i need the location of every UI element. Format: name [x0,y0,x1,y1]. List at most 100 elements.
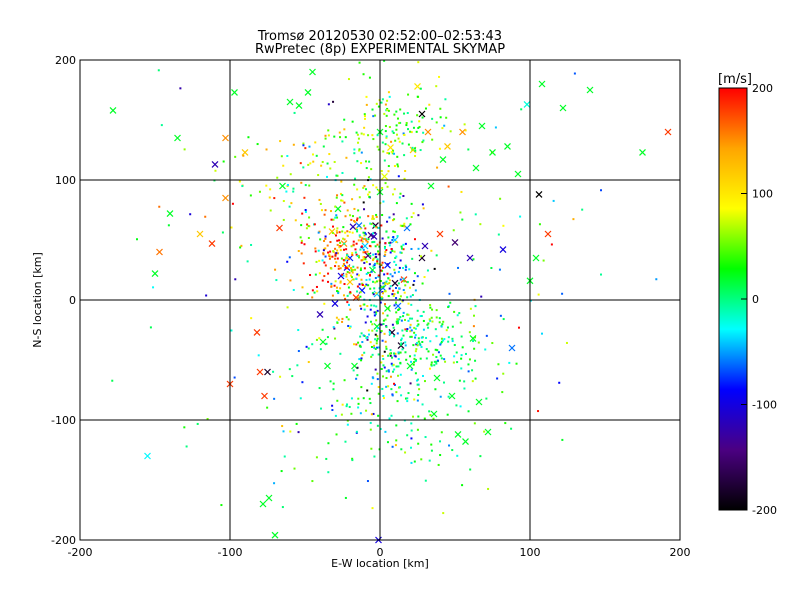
data-point-dot [655,278,658,281]
data-point-dot [320,407,323,410]
data-point-dot [349,267,352,270]
data-point-dot [362,251,365,254]
data-point-dot [413,238,416,241]
data-point-dot [366,338,369,341]
data-point-dot [376,372,379,375]
data-point-dot [395,133,398,136]
data-point-dot [417,340,420,343]
data-point-dot [315,338,318,341]
data-point-dot [341,273,344,276]
data-point-x [364,252,372,260]
data-point-dot [463,387,466,390]
data-point-dot [360,357,363,360]
data-point-dot [393,382,396,385]
data-point-dot [385,385,388,388]
data-point-dot [419,357,422,360]
data-point-dot [461,484,464,487]
data-point-dot [400,251,403,254]
x-axis-label: E-W location [km] [331,557,429,570]
data-point-dot [473,314,476,317]
colorbar-tick-label: 200 [752,82,773,95]
data-point-dot [414,358,417,361]
data-point-dot [386,185,389,188]
data-point-x [391,279,399,287]
data-point-dot [399,278,402,281]
data-point-dot [410,120,413,123]
data-point-dot [354,248,357,251]
data-point-dot [333,284,336,287]
data-point-dot [333,160,336,163]
data-point-dot [351,120,354,123]
data-point-dot [373,240,376,243]
data-point-dot [411,294,414,297]
data-point-dot [412,363,415,366]
data-point-dot [345,405,348,408]
data-point-dot [380,361,383,364]
data-point-dot [372,280,375,283]
data-point-dot [373,311,376,314]
data-point-dot [377,148,380,151]
data-point-x [514,170,522,178]
data-point-dot [400,394,403,397]
data-point-dot [335,252,338,255]
data-point-dot [451,449,454,452]
data-point-dot [338,131,341,134]
data-point-dot [421,374,424,377]
data-point-dot [335,433,338,436]
data-point-dot [435,121,438,124]
colorbar-tick-label: -200 [752,504,777,517]
data-point-x [436,230,444,238]
data-point-dot [409,382,412,385]
y-tick-label: -200 [51,534,76,547]
data-point-dot [418,342,421,345]
data-point-dot [395,439,398,442]
data-point-dot [431,138,434,141]
data-point-dot [394,139,397,142]
data-point-dot [311,480,314,483]
data-point-dot [241,185,244,188]
data-point-dot [453,344,456,347]
data-point-dot [374,281,377,284]
data-point-dot [348,280,351,283]
data-point-dot [393,218,396,221]
data-point-dot [389,349,392,352]
data-point-dot [426,269,429,272]
data-point-dot [436,166,439,169]
data-point-dot [414,334,417,337]
data-point-dot [392,370,395,373]
data-point-x [379,284,387,292]
data-point-dot [336,239,339,242]
data-point-dot [416,309,419,312]
data-point-dot [458,379,461,382]
data-point-dot [463,380,466,383]
x-tick-label: -100 [218,546,243,559]
data-point-dot [399,251,402,254]
data-point-dot [256,143,259,146]
data-point-dot [358,358,361,361]
data-point-dot [357,274,360,277]
data-point-dot [375,292,378,295]
data-point-dot [378,279,381,282]
data-point-dot [409,286,412,289]
data-point-dot [474,305,477,308]
data-point-dot [379,301,382,304]
data-point-dot [402,248,405,251]
data-point-dot [418,388,421,391]
data-point-dot [407,128,410,131]
data-point-dot [393,152,396,155]
data-point-dot [402,243,405,246]
data-point-x [535,190,543,198]
data-point-dot [419,149,422,152]
data-point-dot [394,352,397,355]
data-point-dot [376,335,379,338]
data-point-dot [309,274,312,277]
data-point-dot [366,305,369,308]
data-point-dot [392,236,395,239]
data-point-dot [435,362,438,365]
data-point-dot [183,148,186,151]
data-point-dot [297,431,300,434]
data-point-dot [365,278,368,281]
data-point-dot [324,235,327,238]
data-point-dot [389,375,392,378]
